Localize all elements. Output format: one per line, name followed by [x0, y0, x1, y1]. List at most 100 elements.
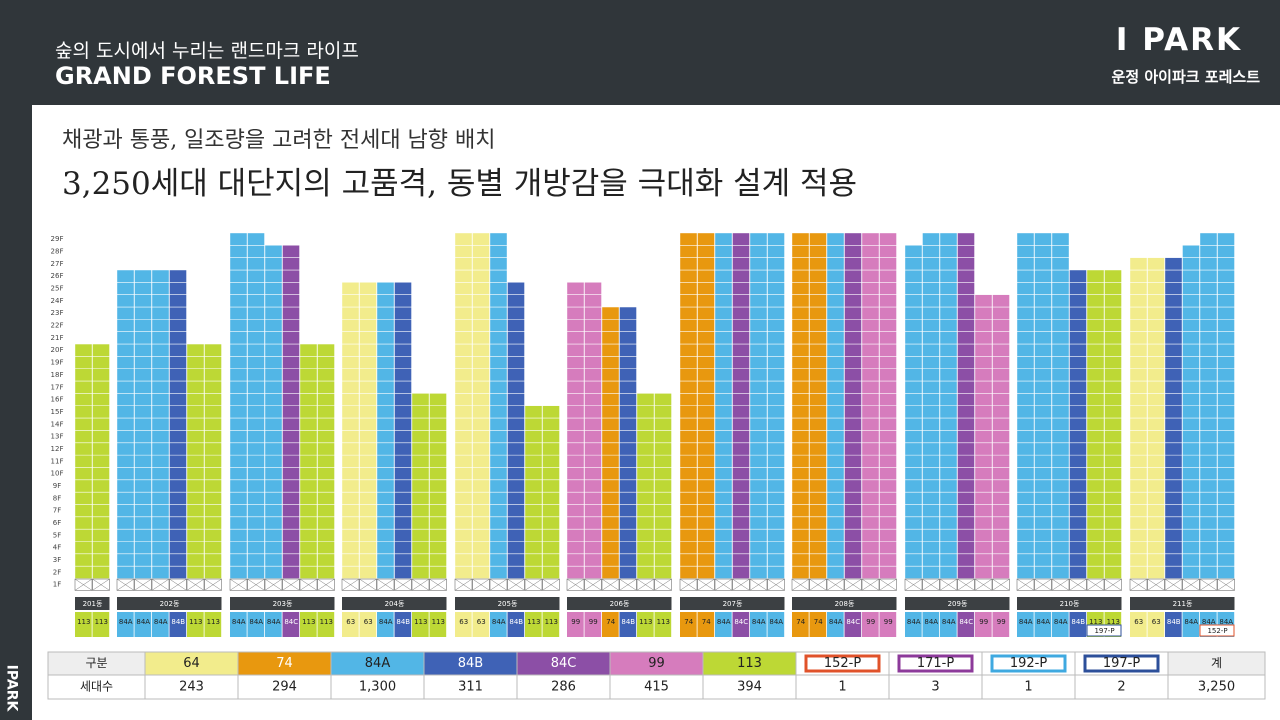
legend-type: 113 — [1107, 618, 1120, 626]
pilotis-x — [861, 578, 880, 591]
building-strip — [117, 597, 222, 610]
floor-divider — [92, 356, 110, 567]
p-badge-label: 152-P — [1207, 627, 1227, 635]
floor-divider — [827, 245, 844, 567]
pilotis-x — [169, 578, 187, 591]
floor-label: 13F — [51, 433, 64, 441]
legend-type: 74 — [606, 618, 615, 626]
legend-cell — [204, 612, 222, 637]
floor-divider — [412, 405, 429, 567]
pilotis-x — [282, 578, 300, 591]
legend-cell — [1147, 612, 1165, 637]
legend-cell — [490, 612, 507, 637]
legend-cell — [1017, 612, 1034, 637]
floor-divider — [490, 245, 507, 567]
legend-cell — [584, 612, 602, 637]
building-strip — [905, 597, 1010, 610]
floor-divider — [75, 356, 92, 567]
legend-cell — [654, 612, 672, 637]
unit-column — [1104, 269, 1122, 579]
legend-type: 99 — [571, 618, 580, 626]
floor-label: 26F — [51, 272, 64, 280]
floor-divider — [619, 319, 637, 567]
pilotis-x — [826, 578, 845, 591]
legend-cell — [377, 612, 394, 637]
floor-label: 7F — [53, 507, 61, 515]
floor-divider — [455, 245, 472, 567]
pilotis-x — [922, 578, 940, 591]
floor-label: 6F — [53, 519, 61, 527]
building-strip — [1017, 597, 1122, 610]
unit-column — [74, 343, 93, 579]
total-count: 3,250 — [1198, 680, 1235, 695]
floor-divider — [542, 417, 560, 567]
floor-divider — [152, 282, 169, 567]
pilotis-x — [116, 578, 135, 591]
building-name: 207동 — [723, 600, 743, 608]
pilotis-x — [714, 578, 733, 591]
legend-type: 84B — [396, 618, 410, 626]
legend-cell — [169, 612, 187, 637]
type-label: 74 — [276, 656, 293, 671]
unit-column — [264, 245, 283, 579]
legend-cell — [134, 612, 152, 637]
floor-label: 25F — [51, 285, 64, 293]
floor-label: 20F — [51, 346, 64, 354]
legend-type: 84A — [829, 618, 843, 626]
floor-divider — [862, 245, 879, 567]
legend-type: 84A — [249, 618, 263, 626]
building-name: 203동 — [273, 600, 293, 608]
legend-type: 84B — [1167, 618, 1181, 626]
legend-type: 84A — [907, 618, 921, 626]
pilotis-x — [844, 578, 862, 591]
type-label: 84A — [365, 656, 391, 671]
legend-cell — [767, 612, 785, 637]
pilotis-x — [1129, 578, 1148, 591]
floor-divider — [1130, 269, 1147, 567]
floor-label: 18F — [51, 371, 64, 379]
unit-column — [429, 393, 447, 579]
legend-type: 84A — [1202, 618, 1216, 626]
floor-label: 3F — [53, 556, 61, 564]
legend-cell — [697, 612, 715, 637]
building-strip — [792, 597, 897, 610]
floor-label: 5F — [53, 531, 61, 539]
pilotis-x — [1164, 578, 1183, 591]
pilotis-x — [749, 578, 768, 591]
legend-type: 63 — [364, 618, 373, 626]
legend-cell — [472, 612, 490, 637]
legend-cell — [92, 612, 110, 637]
floor-divider — [429, 405, 447, 567]
pilotis-x — [619, 578, 637, 591]
legend-type: 84A — [379, 618, 393, 626]
building-name: 208동 — [835, 600, 855, 608]
building-strip — [342, 597, 447, 610]
unit-column — [1182, 245, 1200, 579]
count-cell — [702, 674, 797, 700]
legend-type: 84C — [284, 618, 298, 626]
floor-divider — [1017, 245, 1034, 567]
legend-type: 99 — [589, 618, 598, 626]
pilotis-x — [134, 578, 152, 591]
floor-divider — [1147, 269, 1165, 567]
floor-label: 17F — [51, 383, 64, 391]
type-count: 311 — [458, 680, 483, 695]
floor-divider — [809, 245, 827, 567]
legend-type: 84A — [267, 618, 281, 626]
pilotis-x — [566, 578, 585, 591]
pilotis-x — [601, 578, 620, 591]
pilotis-x — [454, 578, 473, 591]
legend-type: 74 — [684, 618, 693, 626]
type-outline — [1083, 654, 1160, 673]
pilotis-x — [679, 578, 698, 591]
floor-divider — [879, 245, 897, 567]
unit-column — [299, 343, 318, 579]
unit-column — [169, 269, 187, 579]
floor-divider — [1104, 282, 1122, 567]
building-name: 201동 — [83, 600, 103, 608]
legend-type: 84A — [752, 618, 766, 626]
floor-divider — [767, 245, 785, 567]
type-outline — [897, 654, 974, 673]
floor-label: 22F — [51, 322, 64, 330]
